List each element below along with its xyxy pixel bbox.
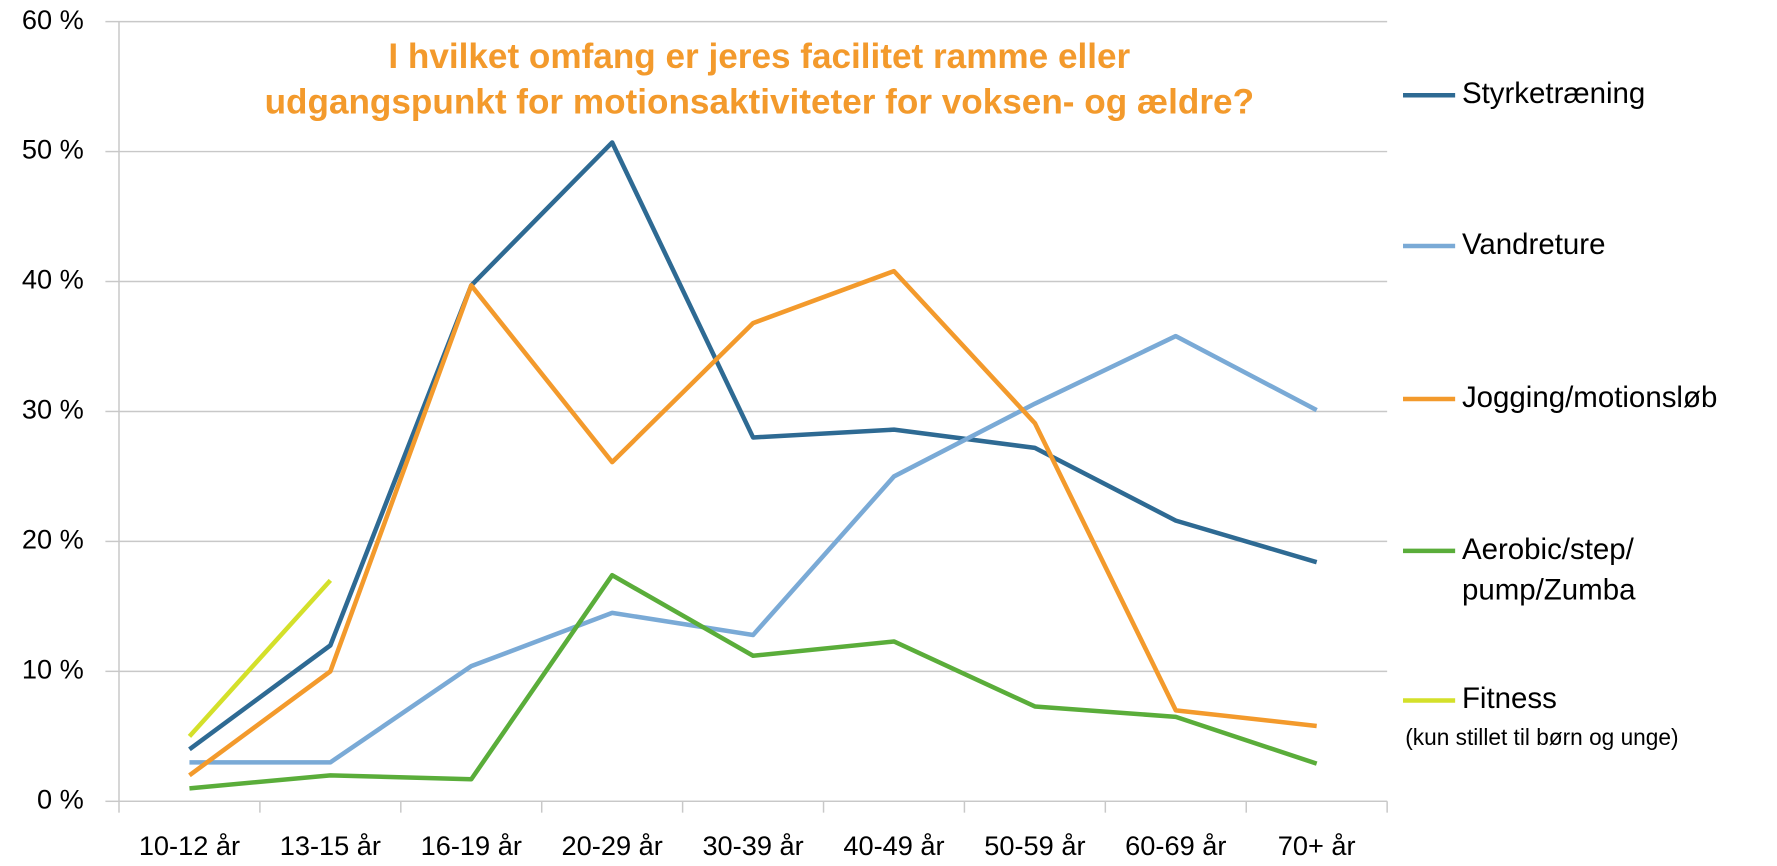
legend-label: Fitness [1462,682,1557,715]
x-tick-label: 60-69 år [1125,830,1226,861]
y-tick-label: 20 % [22,524,84,555]
y-tick-label: 60 % [22,4,84,35]
series-line [188,268,1317,778]
legend-label: Vandreture [1462,228,1606,261]
legend-label: Styrketræning [1462,77,1645,110]
y-tick-label: 50 % [22,134,84,165]
series-line [189,572,1318,791]
x-tick-label: 50-59 år [984,830,1085,861]
legend-label: Aerobic/step/pump/Zumba [1462,533,1636,607]
y-tick-label: 40 % [22,264,84,295]
x-tick-label: 16-19 år [421,830,522,861]
x-tick-label: 40-49 år [843,830,944,861]
legend-label: Jogging/motionsløb [1462,381,1717,414]
x-tick-label: 20-29 år [562,830,663,861]
y-tick-label: 10 % [22,654,84,685]
series-line [189,333,1318,765]
x-tick-label: 30-39 år [702,830,803,861]
y-tick-label: 30 % [22,394,84,425]
series-line [188,140,1318,752]
x-tick-label: 10-12 år [139,830,240,861]
y-tick-label: 0 % [37,784,84,815]
legend-note: (kun stillet til børn og unge) [1405,724,1678,750]
x-tick-label: 13-15 år [280,830,381,861]
x-tick-label: 70+ år [1278,830,1356,861]
series-line [187,578,333,738]
chart-title: I hvilket omfang er jeres facilitet ramm… [265,37,1254,121]
